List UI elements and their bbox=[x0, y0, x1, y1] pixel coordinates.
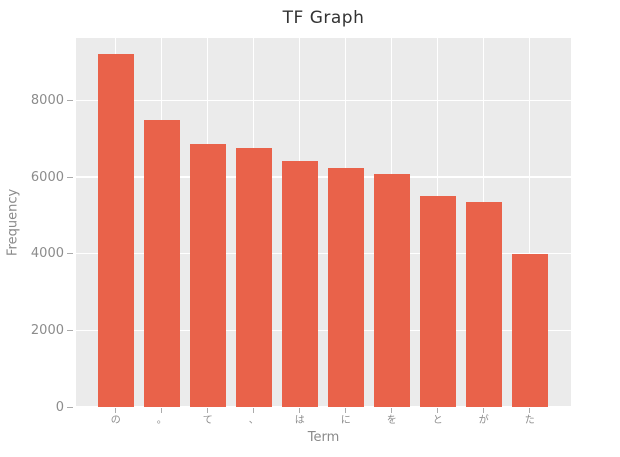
x-tick-mark bbox=[437, 408, 439, 413]
x-tick-mark bbox=[483, 408, 485, 413]
v-gridline bbox=[528, 38, 531, 407]
x-tick-mark bbox=[207, 408, 209, 413]
chart-title: TF Graph bbox=[282, 8, 365, 28]
bar bbox=[511, 253, 548, 407]
h-gridline bbox=[76, 252, 571, 255]
x-axis-label: Term bbox=[307, 430, 340, 445]
x-tick-mark bbox=[391, 408, 393, 413]
y-tick-label: 2000 bbox=[30, 322, 64, 338]
h-gridline bbox=[76, 99, 571, 102]
x-tick-label: に bbox=[340, 415, 351, 426]
x-tick-label: の bbox=[110, 415, 121, 426]
h-gridline bbox=[76, 176, 571, 178]
x-tick-label: 、 bbox=[248, 415, 259, 426]
bar bbox=[143, 120, 180, 407]
bar bbox=[373, 174, 410, 407]
x-tick-label: を bbox=[386, 415, 397, 426]
y-tick-label: 6000 bbox=[30, 169, 64, 185]
y-tick-label: 0 bbox=[55, 399, 64, 415]
x-tick-label: が bbox=[478, 415, 489, 426]
y-tick-mark bbox=[67, 406, 73, 408]
y-tick-mark bbox=[67, 329, 73, 331]
bar bbox=[189, 143, 226, 407]
bar bbox=[465, 202, 502, 407]
bar bbox=[419, 195, 456, 407]
y-tick-mark bbox=[67, 99, 73, 101]
h-gridline bbox=[76, 406, 571, 408]
x-tick-mark bbox=[115, 408, 117, 413]
bar bbox=[235, 147, 272, 407]
x-tick-label: 。 bbox=[156, 415, 167, 426]
x-tick-label: と bbox=[432, 415, 443, 426]
bar bbox=[281, 161, 318, 407]
bar bbox=[327, 167, 364, 407]
x-tick-mark bbox=[299, 408, 301, 413]
x-tick-mark bbox=[529, 408, 531, 413]
y-tick-mark bbox=[67, 253, 73, 255]
x-tick-mark bbox=[161, 408, 163, 413]
x-tick-label: は bbox=[294, 415, 305, 426]
y-tick-label: 4000 bbox=[30, 246, 64, 262]
y-tick-mark bbox=[67, 176, 73, 178]
y-tick-label: 8000 bbox=[30, 92, 64, 108]
x-tick-mark bbox=[345, 408, 347, 413]
bar bbox=[97, 54, 134, 407]
x-tick-label: て bbox=[202, 415, 213, 426]
h-gridline bbox=[76, 329, 571, 332]
x-tick-label: た bbox=[524, 415, 535, 426]
x-tick-mark bbox=[253, 408, 255, 413]
